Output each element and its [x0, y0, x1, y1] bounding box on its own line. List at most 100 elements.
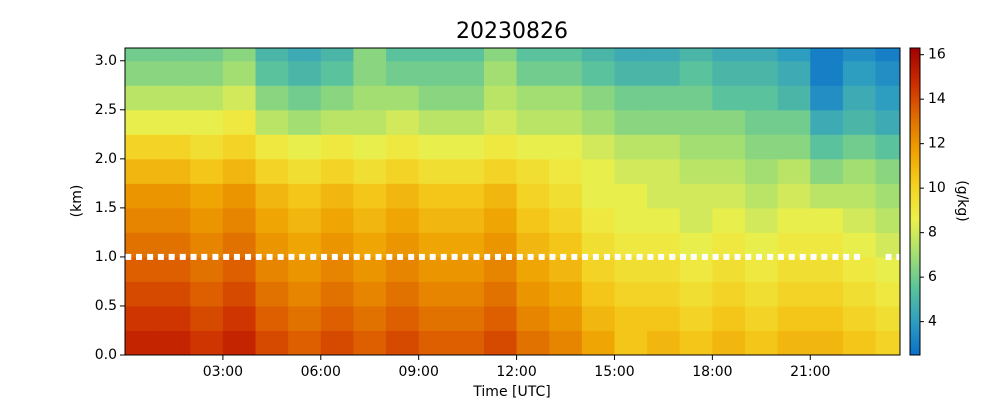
heatmap-cell — [320, 256, 354, 282]
marker — [288, 253, 295, 260]
heatmap-cell — [581, 85, 615, 111]
heatmap-cell — [516, 48, 550, 62]
heatmap-cell — [842, 207, 877, 233]
colorbar-tick-label: 10 — [928, 180, 946, 196]
heatmap-cell — [157, 183, 191, 209]
heatmap-cell — [125, 330, 159, 356]
marker — [190, 253, 197, 260]
heatmap-cell — [483, 330, 518, 356]
x-tick-label: 03:00 — [203, 364, 243, 380]
heatmap-cell — [875, 256, 901, 282]
heatmap-cell — [255, 256, 289, 282]
heatmap-cell — [777, 48, 811, 62]
heatmap-cell — [190, 60, 224, 86]
heatmap-cell — [483, 281, 518, 307]
heatmap-cell — [157, 330, 191, 356]
marker — [321, 253, 328, 260]
heatmap-cell — [255, 232, 289, 258]
marker — [147, 253, 154, 260]
heatmap-cell — [516, 109, 550, 135]
heatmap-cell — [320, 109, 354, 135]
heatmap-cell — [745, 109, 779, 135]
heatmap-cell — [190, 232, 224, 258]
heatmap-cell — [255, 330, 289, 356]
heatmap-cell — [353, 256, 387, 282]
y-tick-label: 1.5 — [95, 200, 117, 216]
heatmap-cell — [157, 256, 191, 282]
heatmap-cell — [810, 183, 844, 209]
heatmap-cell — [842, 85, 877, 111]
heatmap-cell — [549, 60, 583, 86]
heatmap-cell — [777, 158, 811, 184]
heatmap-cell — [549, 256, 583, 282]
marker — [701, 253, 708, 260]
heatmap-cell — [516, 232, 550, 258]
marker — [712, 253, 719, 260]
colorbar — [909, 47, 921, 356]
marker — [245, 253, 252, 260]
heatmap-cell — [810, 281, 844, 307]
marker — [527, 253, 534, 260]
heatmap-cell — [125, 232, 159, 258]
colorbar-tick-label: 6 — [928, 269, 937, 285]
heatmap-cell — [451, 109, 485, 135]
heatmap-cell — [679, 207, 713, 233]
heatmap-cell — [745, 85, 779, 111]
heatmap-cell — [255, 85, 289, 111]
heatmap-cell — [190, 183, 224, 209]
heatmap-cell — [712, 134, 746, 160]
heatmap-cell — [875, 48, 901, 62]
heatmap-cell — [516, 330, 550, 356]
heatmap-cell — [222, 134, 257, 160]
marker — [767, 253, 774, 260]
heatmap-cell — [288, 256, 322, 282]
colorbar-tick-label: 16 — [928, 47, 946, 63]
heatmap-cell — [320, 85, 354, 111]
marker — [549, 253, 556, 260]
heatmap-cell — [549, 330, 583, 356]
heatmap-cell — [255, 158, 289, 184]
heatmap-cell — [222, 256, 257, 282]
marker — [440, 253, 447, 260]
heatmap-cell — [712, 207, 746, 233]
heatmap-cell — [842, 281, 877, 307]
chart-title: 20230826 — [456, 19, 568, 44]
heatmap-cell — [288, 158, 322, 184]
marker — [418, 253, 425, 260]
heatmap-cell — [483, 109, 518, 135]
heatmap-cell — [647, 48, 681, 62]
heatmap-cell — [549, 48, 583, 62]
heatmap-cell — [157, 305, 191, 331]
heatmap-cell — [842, 330, 877, 356]
heatmap-cell — [288, 207, 322, 233]
heatmap-cell — [875, 281, 901, 307]
marker — [821, 253, 828, 260]
heatmap-cell — [712, 232, 746, 258]
heatmap-cell — [222, 232, 257, 258]
heatmap-cell — [288, 330, 322, 356]
heatmap-cell — [483, 134, 518, 160]
heatmap-cell — [418, 48, 452, 62]
heatmap-cell — [483, 158, 518, 184]
heatmap-cell — [157, 207, 191, 233]
heatmap-cell — [125, 207, 159, 233]
heatmap-cell — [581, 158, 615, 184]
heatmap-cell — [875, 207, 901, 233]
heatmap-cell — [679, 109, 713, 135]
heatmap-cell — [842, 48, 877, 62]
marker — [560, 253, 567, 260]
heatmap-cell — [125, 109, 159, 135]
heatmap-cell — [190, 85, 224, 111]
marker — [223, 253, 230, 260]
heatmap-cell — [679, 60, 713, 86]
heatmap-cell — [386, 85, 420, 111]
heatmap-cell — [516, 305, 550, 331]
heatmap-cell — [516, 281, 550, 307]
heatmap-cell — [125, 85, 159, 111]
heatmap-cell — [875, 109, 901, 135]
heatmap-cell — [516, 183, 550, 209]
heatmap-cell — [386, 305, 420, 331]
heatmap-cell — [614, 281, 648, 307]
heatmap-cell — [842, 256, 877, 282]
heatmap-cell — [679, 281, 713, 307]
